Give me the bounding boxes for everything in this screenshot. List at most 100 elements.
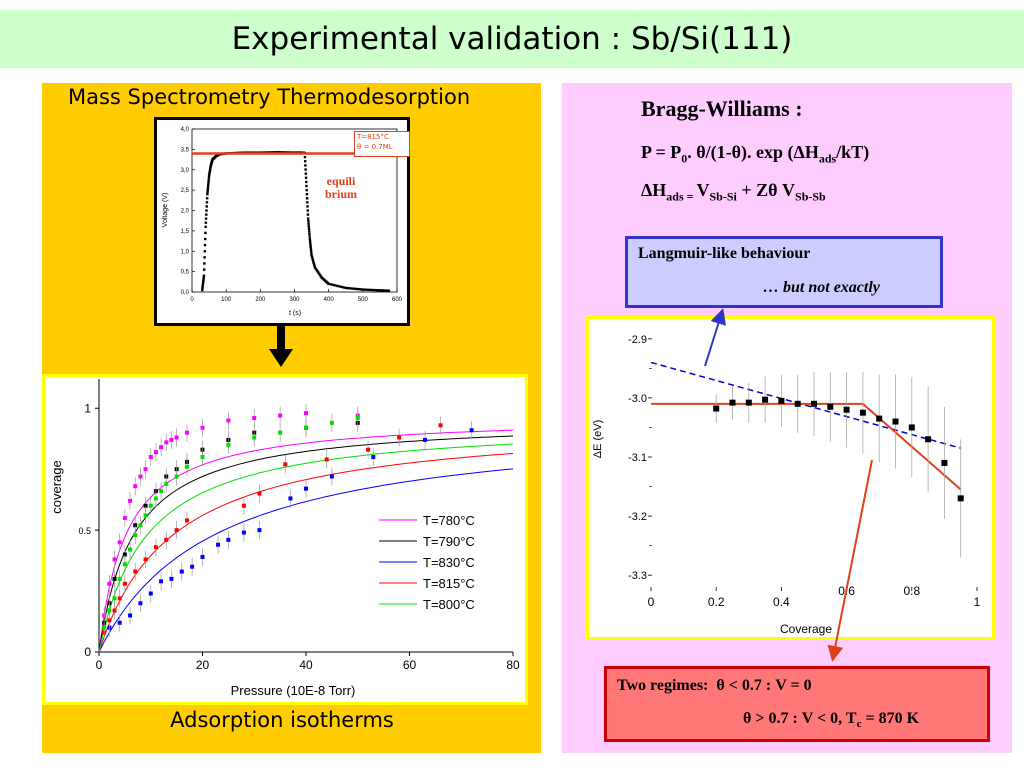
en-point: [778, 397, 785, 404]
iso-point: [329, 474, 334, 479]
regimes-r2b: = 870 K: [861, 710, 920, 727]
tds-point: [307, 225, 311, 228]
iso-point: [174, 435, 179, 440]
energy-chart-box: 0 0.2 0.4 0.6 0.8 1 -2.9 -3.0 -3.1 -3.2 -3.3 Cover…: [586, 316, 995, 640]
tds-point: [305, 197, 309, 200]
tds-point: [204, 221, 208, 224]
down-arrow-icon: [269, 325, 293, 367]
isotherm-xlabel: Pressure (10E-8 Torr): [231, 683, 356, 698]
tds-eq-line1: equili: [326, 174, 356, 188]
iso-fit-curve: [98, 468, 514, 653]
tds-point: [303, 155, 307, 159]
iso-point: [112, 576, 117, 581]
tds-point: [313, 266, 317, 269]
en-ytick-label: -3.3: [628, 570, 647, 582]
tds-point: [306, 201, 309, 204]
tds-point: [202, 276, 205, 279]
iso-point: [216, 542, 221, 547]
tds-point: [363, 288, 367, 291]
tds-point: [306, 209, 309, 212]
tds-point: [333, 284, 337, 287]
iso-xtick-label: 20: [196, 658, 210, 672]
tds-point: [207, 174, 211, 178]
iso-point: [138, 601, 143, 606]
tds-point: [204, 231, 207, 235]
iso-point: [133, 484, 138, 489]
tds-point: [205, 209, 208, 212]
tds-point: [370, 288, 373, 292]
tds-point: [309, 243, 312, 247]
tds-point: [208, 168, 212, 171]
iso-point: [138, 523, 143, 528]
regimes-box: Two regimes: θ < 0.7 : V = 0 θ > 0.7 : V…: [604, 666, 990, 742]
tds-point: [201, 283, 205, 286]
tds-point: [317, 271, 320, 274]
tds-point: [365, 288, 369, 291]
en-point: [908, 424, 915, 431]
tds-point: [207, 181, 210, 184]
en-xtick-label: 0: [648, 595, 655, 609]
en-xtick-label: 1: [974, 595, 981, 609]
iso-ytick-label: 0.5: [78, 526, 91, 536]
iso-point: [164, 440, 169, 445]
iso-point: [200, 455, 205, 459]
legend-label: T=800°C: [423, 597, 475, 612]
iso-point: [226, 537, 231, 542]
tds-chart: 0 100 200 300 400 500 600 0,0 0,5 1,0 1,5 2,0 2,5 3,0…: [162, 127, 403, 317]
iso-point: [112, 557, 117, 562]
tds-point: [312, 261, 315, 265]
en-ytick-label: -3.2: [628, 511, 647, 523]
iso-point: [304, 486, 308, 491]
langmuir-line1: Langmuir-like behaviour: [638, 245, 811, 262]
en-point: [876, 415, 883, 422]
iso-point: [324, 457, 329, 462]
regimes-r2-sub: c: [856, 718, 862, 731]
tds-annotation: T=815°C θ = 0.7ML: [354, 131, 410, 157]
tds-point: [304, 164, 307, 167]
tds-point: [202, 268, 206, 271]
legend-label: T=780°C: [423, 513, 475, 528]
bw-eq2-c: V: [696, 180, 710, 200]
tds-point: [331, 283, 335, 287]
tds-heading: Mass Spectrometry Thermodesorption: [68, 85, 471, 109]
iso-ytick-label: 0: [84, 645, 91, 659]
iso-point: [164, 537, 169, 542]
bw-eq2-a-sub: ads: [666, 189, 684, 204]
iso-point: [133, 569, 138, 574]
tds-point: [368, 288, 371, 292]
bw-eq1-b-sub: ads: [818, 151, 837, 166]
iso-point: [133, 533, 138, 537]
bw-eq1-c: /kT): [836, 142, 870, 162]
tds-point: [202, 278, 205, 281]
bw-equation-1: P = P0. θ/(1-θ). exp (ΔHads/kT): [641, 142, 869, 167]
slide-title: Experimental validation : Sb/Si(111): [231, 21, 793, 57]
iso-point: [226, 442, 231, 447]
isotherm-ticks: 0 20 40 60 80 0 0.5 1: [78, 401, 520, 672]
iso-point: [241, 503, 246, 508]
iso-point: [184, 430, 189, 435]
tds-point: [203, 250, 207, 253]
tds-point: [359, 288, 362, 291]
iso-point: [102, 625, 107, 630]
iso-point: [174, 474, 179, 479]
bw-eq2-d-sub: Sb-Sb: [795, 189, 826, 204]
iso-point: [112, 596, 117, 601]
en-point: [925, 436, 932, 443]
iso-point: [133, 523, 138, 528]
tds-point: [304, 176, 308, 179]
tds-point: [308, 232, 311, 236]
tds-point: [312, 260, 315, 263]
tds-point: [304, 172, 308, 175]
iso-xtick-label: 40: [299, 658, 313, 672]
en-point: [892, 418, 899, 425]
tds-point: [306, 205, 309, 208]
tds-point: [208, 170, 211, 174]
tds-ytick-label: 3,5: [181, 147, 190, 153]
tds-point: [205, 213, 208, 216]
tds-point: [342, 286, 345, 289]
tds-point: [204, 217, 208, 220]
tds-point: [201, 285, 204, 288]
tds-point: [353, 287, 356, 290]
en-xtick-label: 0.8: [903, 584, 920, 598]
en-point: [811, 400, 817, 407]
